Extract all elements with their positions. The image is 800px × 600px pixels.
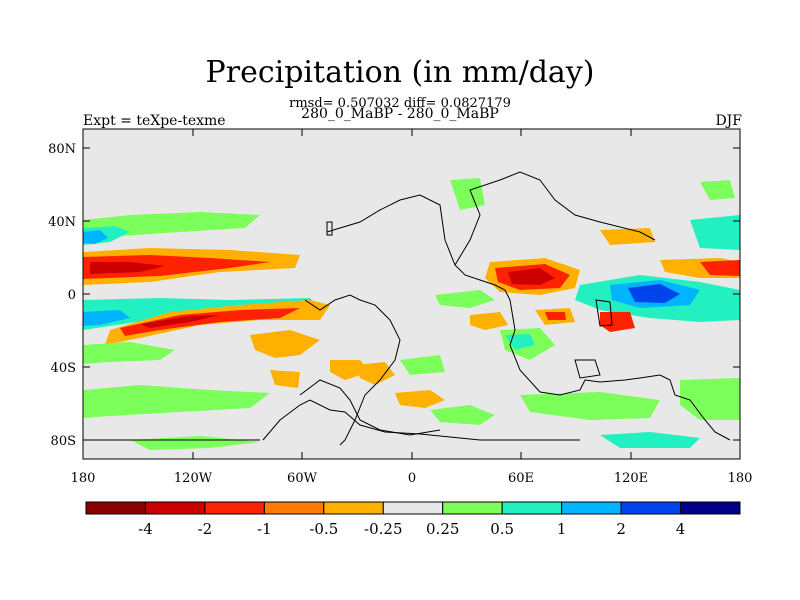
- colorbar-label: -1: [257, 520, 272, 538]
- colorbar-label: 2: [616, 520, 626, 538]
- anomaly-patch: [83, 342, 175, 364]
- season-label: DJF: [715, 113, 742, 129]
- experiment-label: Expt = teXpe-texme: [83, 113, 226, 129]
- anomaly-patch: [545, 312, 566, 320]
- colorbar-label: -0.25: [364, 520, 402, 538]
- anomaly-patch: [628, 284, 680, 303]
- lat-tick-label: 80N: [48, 142, 76, 157]
- lat-tick-labels: 80N 40N 0 40S 80S: [48, 142, 76, 449]
- anomaly-patch: [400, 355, 445, 375]
- continent-outline: [262, 399, 580, 441]
- anomaly-patch: [83, 255, 270, 279]
- anomaly-patch: [355, 362, 395, 385]
- anomaly-patch: [83, 385, 270, 418]
- continent-outline: [595, 299, 613, 327]
- lon-tick-label: 180: [71, 471, 96, 486]
- anomaly-patch: [520, 392, 660, 420]
- anomaly-patch: [140, 315, 220, 328]
- continent-outline: [299, 379, 441, 436]
- colorbar-label: -0.5: [309, 520, 338, 538]
- anomaly-patch: [83, 230, 108, 244]
- colorbar-label: 1: [557, 520, 567, 538]
- continent-outline: [326, 194, 731, 441]
- case-label: 280_0_MaBP - 280_0_MaBP: [301, 106, 499, 122]
- colorbar-swatch: [442, 501, 503, 515]
- anomaly-patch: [680, 378, 740, 420]
- lon-tick-label: 120E: [614, 471, 648, 486]
- anomaly-patch: [470, 312, 508, 330]
- anomaly-patch: [430, 405, 495, 425]
- colorbar-label: 0.5: [490, 520, 514, 538]
- lat-tick-label: 40N: [48, 215, 76, 230]
- colorbar-swatch: [85, 501, 146, 515]
- lon-tick-label: 120W: [174, 471, 213, 486]
- plot-title: Precipitation (in mm/day): [205, 55, 595, 90]
- anomaly-patch: [508, 268, 555, 285]
- colorbar-label: -4: [138, 520, 153, 538]
- continent-outline: [304, 294, 401, 446]
- anomaly-patch: [600, 432, 700, 448]
- continent-outline: [326, 221, 333, 236]
- anomaly-patch: [600, 312, 635, 332]
- stats-text: rmsd= 0.507032 diff= 0.0827179: [289, 96, 511, 111]
- anomaly-patch: [83, 310, 130, 326]
- colorbar-label: 0.25: [426, 520, 459, 538]
- colorbar-swatch: [501, 501, 563, 515]
- axis-ticks: [82, 129, 741, 459]
- anomaly-patch: [90, 262, 165, 274]
- lat-tick-label: 80S: [51, 434, 76, 449]
- colorbar-swatch: [144, 501, 206, 515]
- coastlines: [83, 171, 731, 446]
- colorbar-swatch: [382, 501, 444, 515]
- anomaly-patch: [435, 290, 495, 308]
- anomaly-patch: [395, 390, 445, 408]
- lon-tick-label: 60W: [287, 471, 318, 486]
- anomaly-patch: [700, 180, 735, 200]
- colorbar-swatch: [204, 501, 265, 515]
- continent-outline: [574, 359, 601, 379]
- colorbar-swatch: [323, 501, 384, 515]
- lon-tick-label: 180: [728, 471, 753, 486]
- continent-outline: [454, 171, 656, 266]
- anomaly-patch: [690, 215, 740, 250]
- lon-tick-labels: 180 120W 60W 0 60E 120E 180: [71, 471, 753, 486]
- colorbar-swatch: [620, 501, 682, 515]
- anomaly-patch: [120, 308, 300, 336]
- colorbar-swatch: [680, 501, 741, 515]
- colorbar-label: -2: [198, 520, 213, 538]
- anomaly-patch: [250, 330, 320, 358]
- colorbar-swatch: [561, 501, 622, 515]
- colorbar-swatch: [263, 501, 325, 515]
- anomaly-patch: [450, 178, 485, 210]
- anomaly-patch: [270, 370, 300, 388]
- anomaly-patch: [700, 260, 740, 276]
- lon-tick-label: 60E: [508, 471, 534, 486]
- lat-tick-label: 0: [68, 288, 76, 303]
- colorbar: -4 -2 -1 -0.5 -0.25 0.25 0.5 1 2 4: [85, 501, 741, 538]
- lat-tick-label: 40S: [51, 361, 76, 376]
- lon-tick-label: 0: [408, 471, 416, 486]
- colorbar-label: 4: [676, 520, 686, 538]
